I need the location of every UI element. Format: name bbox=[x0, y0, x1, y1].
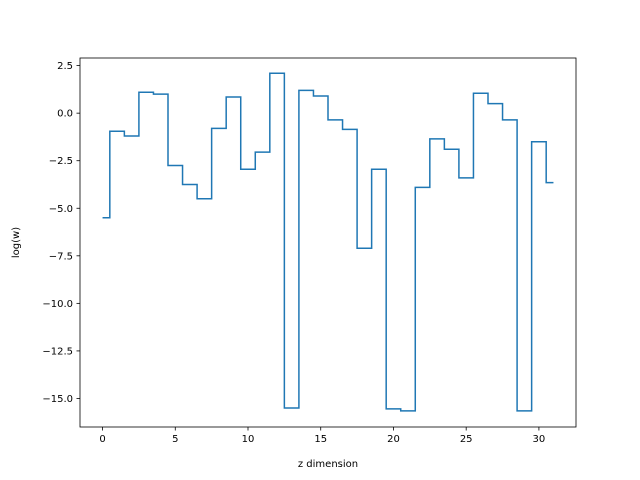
y-tick-label: −7.5 bbox=[49, 251, 73, 262]
y-tick-label: −12.5 bbox=[42, 346, 73, 357]
x-tick-label: 20 bbox=[387, 434, 400, 445]
y-tick-label: −2.5 bbox=[49, 156, 73, 167]
y-tick-label: −15.0 bbox=[42, 394, 73, 405]
y-tick-label: 2.5 bbox=[57, 61, 73, 72]
x-tick-label: 5 bbox=[172, 434, 178, 445]
x-tick-label: 10 bbox=[242, 434, 255, 445]
y-tick-label: 0.0 bbox=[57, 109, 73, 120]
x-tick-label: 25 bbox=[460, 434, 473, 445]
series-layer bbox=[102, 72, 554, 412]
x-axis-ticks: 0 5 10 15 20 25 30 bbox=[99, 427, 545, 445]
x-tick-label: 15 bbox=[314, 434, 327, 445]
series-line-0 bbox=[102, 72, 554, 412]
x-axis-label: z dimension bbox=[298, 459, 358, 470]
y-axis-label: log(w) bbox=[11, 227, 22, 258]
x-tick-label: 30 bbox=[533, 434, 546, 445]
axes-frame bbox=[79, 57, 577, 428]
y-tick-label: −10.0 bbox=[42, 299, 73, 310]
y-axis-ticks: −15.0 −12.5 −10.0 −7.5 −5.0 −2.5 0.0 2.5 bbox=[42, 61, 80, 405]
x-tick-label: 0 bbox=[99, 434, 105, 445]
y-tick-label: −5.0 bbox=[49, 204, 73, 215]
